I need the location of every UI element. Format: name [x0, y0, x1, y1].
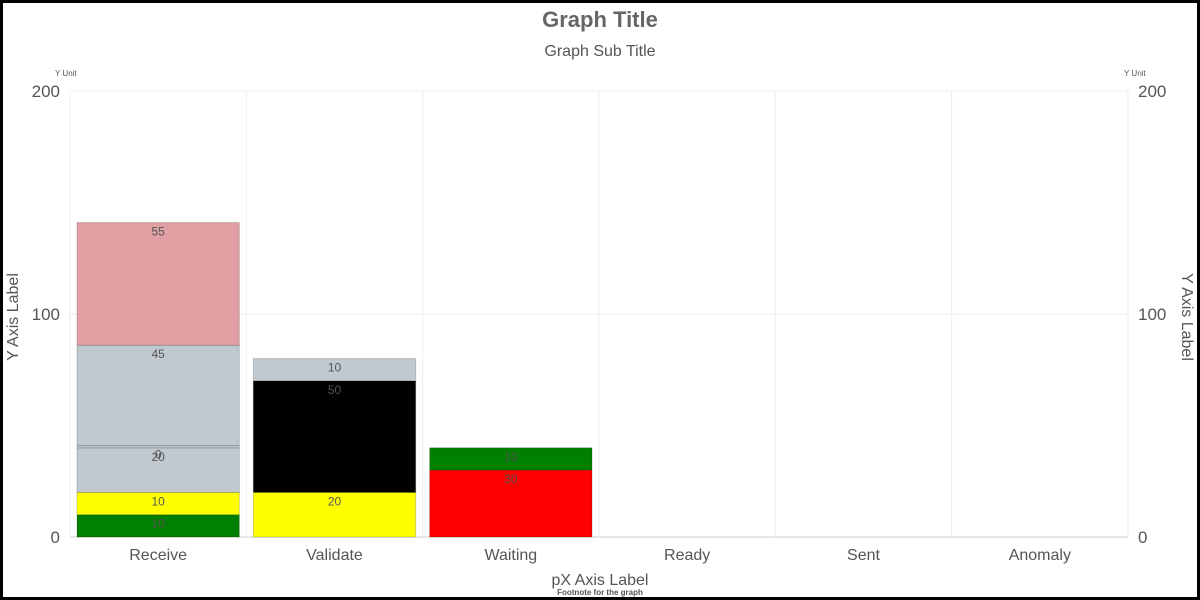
x-tick-label: Waiting: [484, 547, 537, 564]
x-tick-label: Sent: [847, 547, 880, 564]
x-tick-label: Ready: [664, 547, 710, 564]
bar-value-label: 45: [151, 347, 165, 361]
y-tick-label-left: 100: [32, 305, 60, 324]
x-tick-label: Receive: [129, 547, 187, 564]
bar-segment: [76, 344, 240, 447]
bar-segment: [429, 469, 593, 538]
bar-value-label: 20: [151, 450, 165, 464]
bar-segment: [252, 380, 417, 493]
y-tick-label-right: 100: [1138, 305, 1166, 324]
bar-segment: [429, 447, 593, 471]
y-tick-label-right: 0: [1138, 528, 1147, 547]
bar-value-label: 10: [151, 494, 165, 508]
bar-segment: [252, 491, 417, 538]
y-unit-left: Y Unit: [55, 69, 77, 78]
bar-value-label: 10: [151, 517, 165, 531]
chart-title: Graph Title: [542, 7, 658, 32]
y-tick-label-right: 200: [1138, 82, 1166, 101]
x-tick-label: Validate: [306, 547, 363, 564]
bar-segment: [252, 358, 417, 382]
bar-value-label: 55: [151, 225, 165, 239]
chart-footnote: Footnote for the graph: [557, 588, 643, 597]
x-axis-label: pX Axis Label: [551, 572, 649, 589]
y-tick-label-left: 200: [32, 82, 60, 101]
y-unit-right: Y Unit: [1124, 69, 1146, 78]
bar-value-label: 50: [328, 383, 342, 397]
bar-segment: [76, 514, 240, 538]
bar-value-label: 0: [155, 448, 162, 462]
bar-segment: [76, 222, 240, 346]
bar-value-label: 10: [328, 361, 342, 375]
y-tick-label-left: 0: [51, 528, 60, 547]
bar-value-label: 10: [504, 450, 518, 464]
bar-value-label: 20: [328, 494, 342, 508]
chart-subtitle: Graph Sub Title: [544, 43, 656, 60]
x-tick-label: Anomaly: [1009, 547, 1071, 564]
bar-segment: [76, 447, 240, 493]
bar-value-label: 30: [504, 472, 518, 486]
